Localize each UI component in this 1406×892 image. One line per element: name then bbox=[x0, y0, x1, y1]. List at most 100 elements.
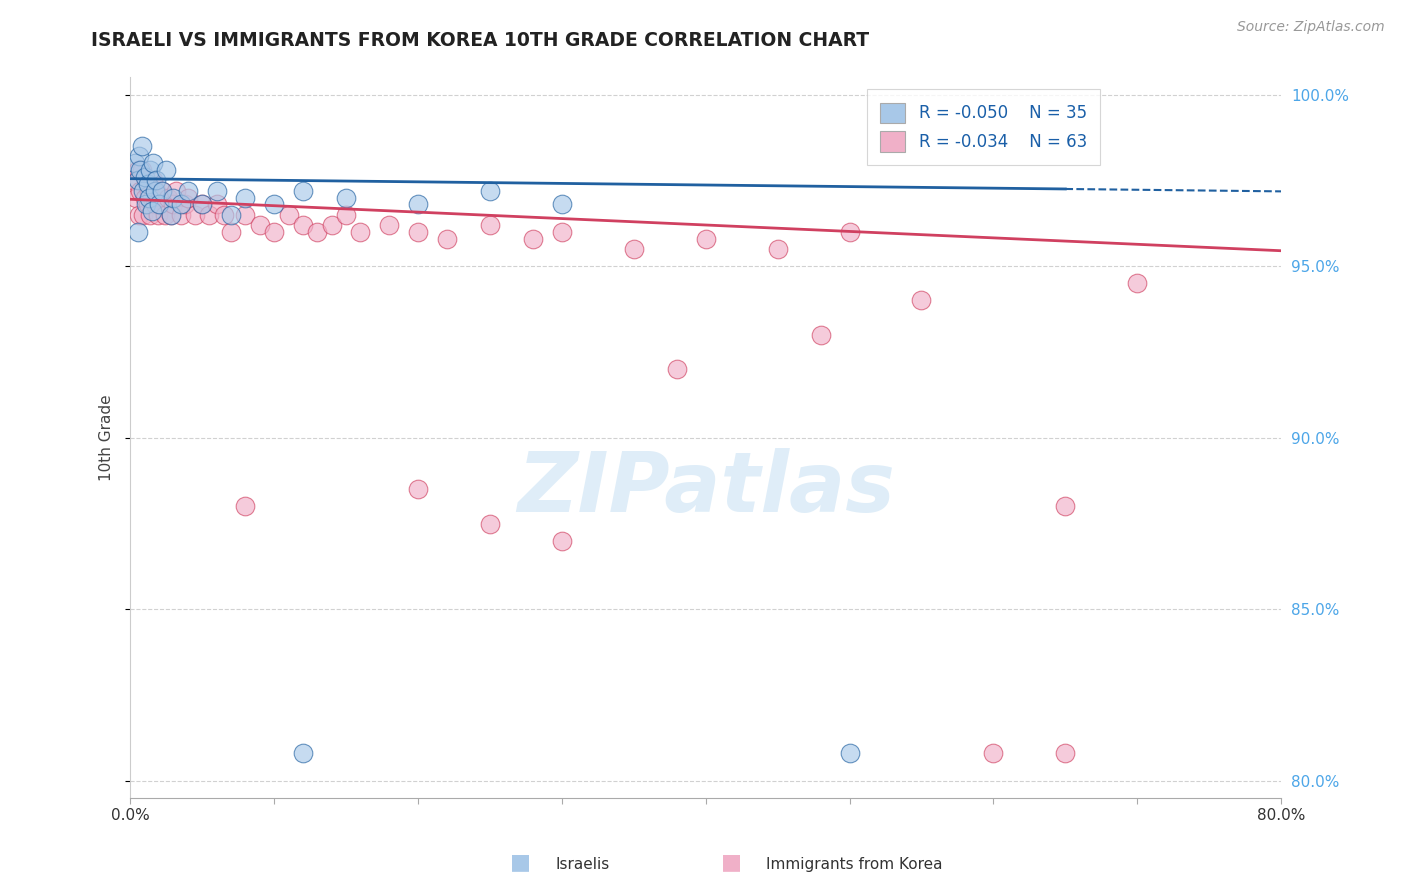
Point bbox=[665, 362, 688, 376]
Point bbox=[143, 197, 166, 211]
Point bbox=[134, 169, 156, 184]
Point bbox=[162, 197, 184, 211]
Point bbox=[263, 197, 285, 211]
Point bbox=[378, 218, 401, 232]
Point bbox=[135, 173, 157, 187]
Point bbox=[143, 184, 166, 198]
Point bbox=[128, 149, 150, 163]
Point bbox=[277, 208, 299, 222]
Point bbox=[810, 327, 832, 342]
Point bbox=[131, 139, 153, 153]
Text: Source: ZipAtlas.com: Source: ZipAtlas.com bbox=[1237, 20, 1385, 34]
Point bbox=[321, 218, 343, 232]
Legend: R = -0.050    N = 35, R = -0.034    N = 63: R = -0.050 N = 35, R = -0.034 N = 63 bbox=[868, 89, 1099, 165]
Point bbox=[142, 173, 165, 187]
Point bbox=[162, 190, 184, 204]
Point bbox=[153, 208, 176, 222]
Point bbox=[129, 184, 152, 198]
Y-axis label: 10th Grade: 10th Grade bbox=[100, 394, 114, 481]
Point bbox=[191, 197, 214, 211]
Point bbox=[128, 208, 150, 222]
Point bbox=[349, 225, 371, 239]
Point bbox=[551, 533, 574, 548]
Point bbox=[124, 156, 146, 170]
Point bbox=[132, 208, 155, 222]
Text: Immigrants from Korea: Immigrants from Korea bbox=[766, 857, 943, 872]
Point bbox=[136, 177, 159, 191]
Point bbox=[135, 197, 157, 211]
Point bbox=[235, 190, 257, 204]
Point bbox=[1054, 500, 1077, 514]
Point bbox=[551, 197, 574, 211]
Point bbox=[436, 232, 458, 246]
Point bbox=[478, 218, 501, 232]
Point bbox=[983, 747, 1005, 761]
Point bbox=[138, 184, 160, 198]
Point bbox=[838, 747, 860, 761]
Point bbox=[406, 225, 429, 239]
Point bbox=[184, 208, 207, 222]
Point bbox=[838, 225, 860, 239]
Point bbox=[235, 208, 257, 222]
Point bbox=[198, 208, 221, 222]
Point bbox=[335, 208, 357, 222]
Point bbox=[551, 225, 574, 239]
Point bbox=[131, 163, 153, 178]
Point bbox=[177, 184, 200, 198]
Point bbox=[406, 197, 429, 211]
Point bbox=[132, 184, 155, 198]
Point bbox=[1126, 277, 1149, 291]
Point bbox=[219, 208, 242, 222]
Text: ■: ■ bbox=[721, 853, 741, 872]
Point bbox=[136, 197, 159, 211]
Point bbox=[623, 242, 645, 256]
Text: ISRAELI VS IMMIGRANTS FROM KOREA 10TH GRADE CORRELATION CHART: ISRAELI VS IMMIGRANTS FROM KOREA 10TH GR… bbox=[91, 31, 869, 50]
Point bbox=[910, 293, 932, 308]
Point bbox=[406, 482, 429, 496]
Point bbox=[191, 197, 214, 211]
Text: Israelis: Israelis bbox=[555, 857, 610, 872]
Point bbox=[335, 190, 357, 204]
Point bbox=[150, 184, 173, 198]
Point bbox=[134, 190, 156, 204]
Point bbox=[695, 232, 717, 246]
Point bbox=[291, 184, 314, 198]
Point bbox=[291, 747, 314, 761]
Point bbox=[177, 190, 200, 204]
Point bbox=[125, 190, 148, 204]
Point bbox=[174, 197, 197, 211]
Point bbox=[205, 184, 228, 198]
Point bbox=[766, 242, 789, 256]
Point bbox=[159, 208, 181, 222]
Point bbox=[127, 163, 149, 178]
Point bbox=[127, 225, 149, 239]
Point bbox=[478, 184, 501, 198]
Point bbox=[219, 225, 242, 239]
Point bbox=[148, 197, 170, 211]
Point bbox=[522, 232, 544, 246]
Point bbox=[159, 208, 181, 222]
Point bbox=[139, 208, 162, 222]
Point bbox=[170, 197, 193, 211]
Point bbox=[235, 500, 257, 514]
Point bbox=[148, 197, 170, 211]
Point bbox=[307, 225, 329, 239]
Point bbox=[205, 197, 228, 211]
Text: ■: ■ bbox=[510, 853, 530, 872]
Point bbox=[165, 184, 187, 198]
Point bbox=[263, 225, 285, 239]
Point bbox=[141, 204, 163, 219]
Point bbox=[478, 516, 501, 531]
Point bbox=[212, 208, 235, 222]
Point bbox=[145, 184, 167, 198]
Point bbox=[138, 190, 160, 204]
Point bbox=[291, 218, 314, 232]
Point bbox=[122, 173, 145, 187]
Point bbox=[150, 184, 173, 198]
Point bbox=[1054, 747, 1077, 761]
Point bbox=[155, 163, 177, 178]
Point bbox=[139, 163, 162, 178]
Point bbox=[146, 208, 169, 222]
Text: ZIPatlas: ZIPatlas bbox=[517, 448, 894, 529]
Point bbox=[145, 173, 167, 187]
